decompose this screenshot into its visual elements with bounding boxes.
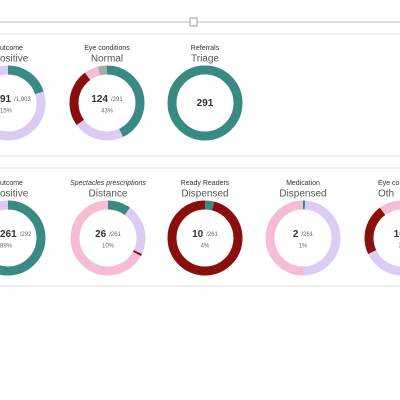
donut-segment — [0, 65, 46, 141]
donut-segment — [364, 200, 400, 276]
count-text: 102 — [394, 229, 400, 240]
percent: 89% — [0, 244, 13, 250]
card-subtitle: Distance — [89, 189, 128, 200]
card-subtitle: Dispensed — [181, 189, 228, 200]
total: /261 — [109, 232, 121, 238]
card-subtitle: ositive — [0, 189, 29, 200]
card-title: Spectacles prescriptions — [70, 180, 146, 187]
card-title: utcome — [0, 45, 23, 52]
total: /261 — [206, 232, 218, 238]
donut-segment — [69, 65, 145, 141]
card-subtitle: Triage — [191, 54, 219, 65]
card-title: Eye co — [378, 180, 400, 187]
count: 10 — [192, 229, 204, 240]
count: 102 — [394, 229, 400, 240]
total: /1,903 — [14, 97, 31, 103]
count-text: 261/292 — [0, 229, 32, 240]
slider-handle[interactable] — [189, 17, 198, 27]
card-title: Eye conditions — [84, 45, 130, 52]
donut-segment — [70, 200, 146, 276]
percent: 15% — [0, 109, 13, 115]
donut-segment — [167, 65, 243, 141]
total: /261 — [301, 232, 313, 238]
donut-segment — [167, 200, 243, 276]
donut-segment — [69, 65, 145, 141]
percent: 1% — [299, 244, 308, 250]
count-text: 10/261 — [192, 229, 218, 240]
count-text: 291 — [197, 98, 214, 109]
total: /291 — [111, 97, 123, 103]
card-title: utcome — [0, 180, 23, 187]
count-text: 124/291 — [91, 94, 123, 105]
donut-segment — [265, 200, 341, 276]
count-text: 2/261 — [293, 229, 314, 240]
card-title: Ready Readers — [181, 180, 230, 187]
count: 91 — [0, 94, 12, 105]
count: 26 — [95, 229, 107, 240]
card-subtitle: Dispensed — [279, 189, 326, 200]
count: 261 — [0, 229, 17, 240]
card-title: Medication — [286, 180, 320, 187]
donut-segment — [265, 200, 341, 276]
count-text: 26/261 — [95, 229, 121, 240]
percent: 4% — [201, 244, 210, 250]
donut-segment — [69, 65, 145, 141]
percent: 10% — [102, 244, 115, 250]
percent: 39 — [399, 244, 400, 250]
card-subtitle: ositive — [0, 54, 29, 65]
count: 291 — [197, 98, 214, 109]
percent: 43% — [101, 109, 114, 115]
card-subtitle: Normal — [91, 54, 123, 65]
donut-segment — [70, 200, 146, 276]
count-text: 91/1,903 — [0, 94, 31, 105]
card-title: Referrals — [191, 45, 220, 52]
total: /292 — [20, 232, 32, 238]
count: 2 — [293, 229, 299, 240]
donut-segment — [0, 200, 46, 276]
count: 124 — [91, 94, 108, 105]
card-subtitle: Oth — [378, 189, 394, 200]
